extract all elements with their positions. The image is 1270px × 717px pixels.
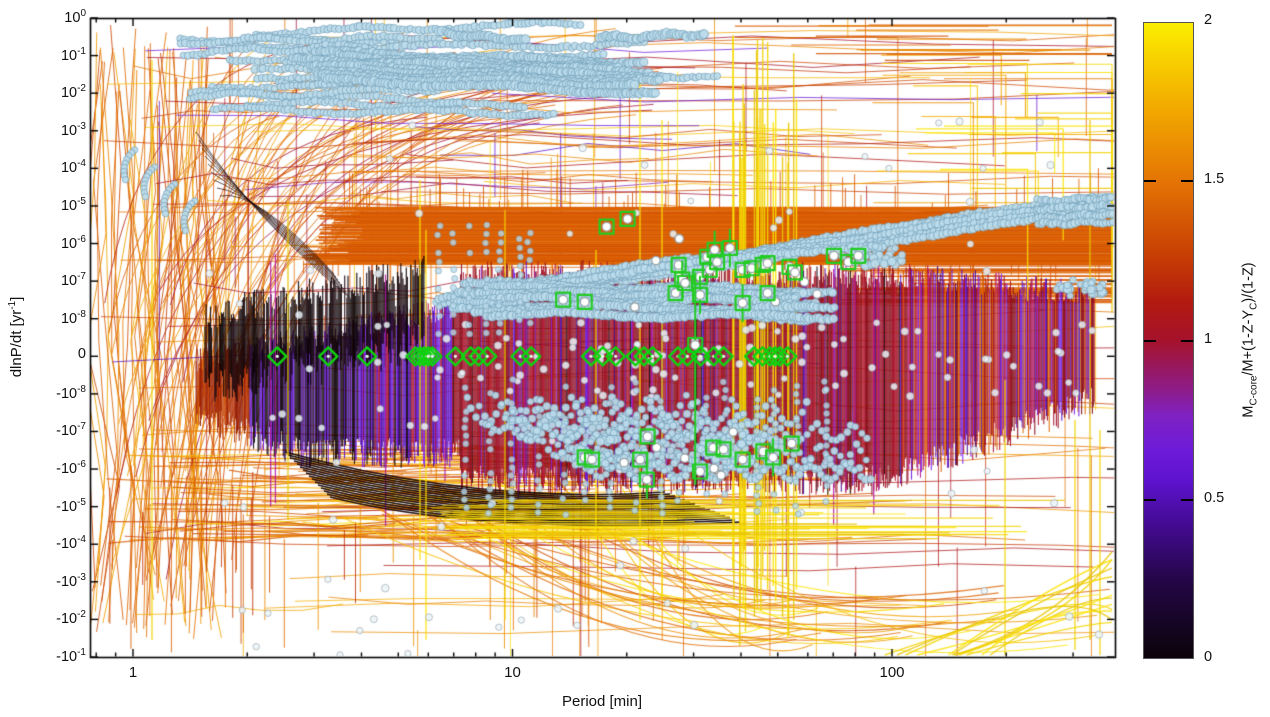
y-tick-label: 10-6	[60, 233, 86, 252]
y-tick-label: -10-7	[56, 421, 86, 440]
y-tick-label: 100	[64, 8, 86, 26]
x-axis-title: Period [min]	[561, 693, 643, 710]
y-tick-label: -10-6	[56, 459, 86, 477]
colorbar-tick-label: 1	[1204, 330, 1213, 347]
x-tick-label: 1	[128, 664, 138, 681]
y-tick-label: 10-8	[60, 308, 86, 327]
colorbar-tick-label: 0	[1204, 649, 1213, 665]
colorbar-tick	[1144, 339, 1156, 342]
y-axis-title: dlnP/dt [yr-1]	[7, 296, 25, 378]
colorbar-tick-label: 1.5	[1204, 171, 1225, 188]
colorbar-title: MC-core/M+(1-Z-YC)/(1-Z)	[1240, 262, 1260, 418]
y-tick-label: -10-4	[56, 534, 86, 553]
colorbar-tick	[1181, 498, 1193, 501]
colorbar-tick	[1144, 498, 1156, 501]
y-tick-label: -10-5	[56, 496, 86, 515]
y-tick-label: -10-1	[56, 646, 86, 665]
y-tick-label: 10-3	[60, 120, 86, 139]
y-tick-label: 10-5	[60, 195, 86, 214]
colorbar-tick-label: 2	[1204, 12, 1213, 28]
x-tick-label: 10	[504, 664, 521, 681]
y-tick-label: 10-2	[60, 83, 86, 101]
x-tick-label: 100	[879, 664, 905, 681]
y-tick-label: 10-4	[60, 158, 86, 177]
colorbar-tick	[1181, 180, 1193, 183]
y-tick-label: -10-3	[56, 571, 86, 590]
y-tick-label: 10-7	[60, 271, 86, 289]
y-tick-label: -10-2	[56, 609, 86, 628]
colorbar-tick	[1181, 339, 1193, 342]
y-tick-label: 0	[77, 346, 86, 363]
y-tick-label: 10-1	[60, 45, 86, 64]
colorbar-tick-label: 0.5	[1204, 489, 1225, 506]
y-tick-label: -10-8	[56, 383, 86, 402]
colorbar-tick	[1144, 180, 1156, 183]
